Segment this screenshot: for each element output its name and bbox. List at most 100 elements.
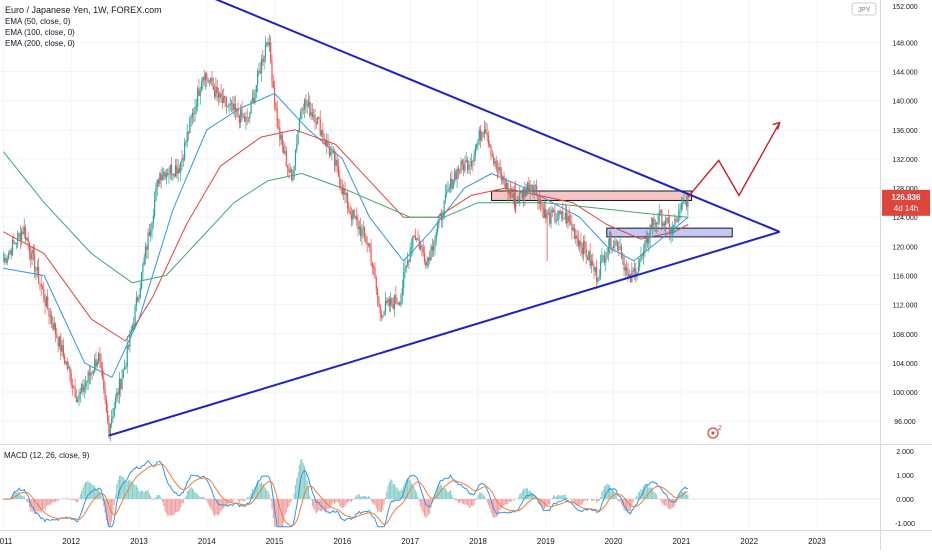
time-axis[interactable]: 011 2012 2013 2014 2015 2016 2017 2018 2019 2020 2…	[0, 537, 826, 546]
price-tick-label: 152.000	[892, 4, 917, 11]
candle-body	[156, 179, 158, 188]
time-tick-label: 2017	[401, 537, 419, 546]
macd-tick-label: 1.000	[896, 473, 914, 480]
candle-body	[212, 85, 214, 90]
candle-body	[60, 336, 62, 352]
candle-body	[177, 168, 179, 174]
candle-body	[255, 84, 257, 93]
candle-body	[494, 161, 496, 164]
candle-body	[34, 253, 36, 272]
candle-body	[109, 424, 111, 435]
candle-body	[362, 227, 364, 230]
candle-body	[24, 227, 27, 240]
candle-body	[602, 255, 604, 257]
candle-body	[670, 233, 672, 235]
candle-body	[143, 257, 145, 265]
candle-body	[281, 135, 284, 145]
price-axis[interactable]: 148.000 144.000 140.000 136.000 132.000 128.0…	[892, 4, 917, 426]
candle-body	[620, 246, 623, 258]
candle-body	[349, 211, 351, 215]
candle-body	[635, 268, 637, 278]
event-marker-icon[interactable]	[707, 427, 719, 439]
candle-body	[322, 130, 324, 138]
macd-price-axis[interactable]: 2.000 1.000 0.000 -1.000	[895, 449, 915, 528]
candle-body	[243, 116, 246, 122]
candle-body	[134, 306, 136, 325]
candle-body	[585, 248, 587, 258]
candle-body	[267, 42, 269, 46]
candle-body	[246, 117, 248, 119]
candle-body	[519, 192, 521, 204]
candle-body	[440, 212, 443, 221]
candle-body	[344, 188, 346, 196]
candle-body	[223, 95, 225, 104]
currency-badge[interactable]	[851, 2, 877, 16]
candle-body	[403, 272, 405, 289]
candle-body	[393, 295, 396, 309]
candle-body	[154, 199, 156, 216]
time-tick-label: 2020	[605, 537, 623, 546]
candle-body	[417, 238, 419, 241]
candle-body	[469, 165, 471, 166]
candle-body	[520, 192, 522, 193]
candle-body	[216, 86, 218, 93]
candle-body	[228, 104, 230, 107]
candle-body	[502, 176, 504, 181]
candle-body	[335, 159, 337, 166]
candle-body	[504, 183, 506, 189]
candle-body	[563, 218, 565, 220]
candle-body	[491, 155, 493, 157]
candle-body	[401, 288, 403, 295]
candle-body	[619, 246, 621, 250]
candle-body	[129, 333, 131, 347]
candle-body	[547, 212, 549, 214]
candle-body	[640, 255, 642, 262]
candle-body	[120, 378, 122, 389]
price-tick-label: 112.000	[893, 303, 918, 310]
candle-body	[174, 165, 177, 177]
candle-body	[91, 372, 93, 374]
candle-body	[78, 394, 80, 400]
candle-body	[173, 174, 175, 177]
time-tick-label: 2023	[808, 537, 826, 546]
candle-body	[627, 271, 629, 278]
candle-body	[626, 267, 628, 272]
macd-legend: MACD (12, 26, close, 9)	[4, 451, 90, 460]
candle-body	[79, 391, 81, 395]
candle-body	[198, 88, 200, 96]
candle-body	[410, 247, 413, 249]
price-tick-label: 128.000	[892, 186, 917, 193]
candle-body	[685, 200, 688, 208]
candle-body	[644, 242, 646, 251]
candle-body	[489, 144, 491, 147]
candle-body	[413, 235, 415, 237]
candle-body	[412, 235, 414, 248]
candle-body	[146, 246, 148, 250]
candle-body	[387, 299, 389, 303]
candle-body	[408, 260, 410, 262]
candle-body	[353, 209, 355, 217]
candle-body	[104, 389, 106, 401]
candle-body	[623, 256, 625, 271]
candle-body	[539, 199, 542, 205]
candle-body	[357, 220, 359, 230]
candle-body	[210, 77, 212, 82]
candle-body	[596, 267, 598, 282]
candle-body	[167, 173, 169, 175]
projection-arrowhead	[772, 121, 781, 130]
candle-body	[575, 235, 577, 239]
candle-body	[203, 76, 205, 81]
candle-body	[49, 315, 51, 317]
candle-body	[624, 267, 626, 271]
candle-body	[669, 223, 671, 235]
candle-body	[327, 140, 329, 148]
time-tick-label: 2019	[537, 537, 555, 546]
candle-body	[337, 166, 340, 177]
candle-body	[30, 252, 32, 260]
candle-body	[47, 296, 49, 310]
candle-body	[189, 118, 191, 134]
candle-body	[100, 361, 102, 369]
candle-body	[195, 106, 197, 108]
candle-body	[584, 240, 586, 249]
